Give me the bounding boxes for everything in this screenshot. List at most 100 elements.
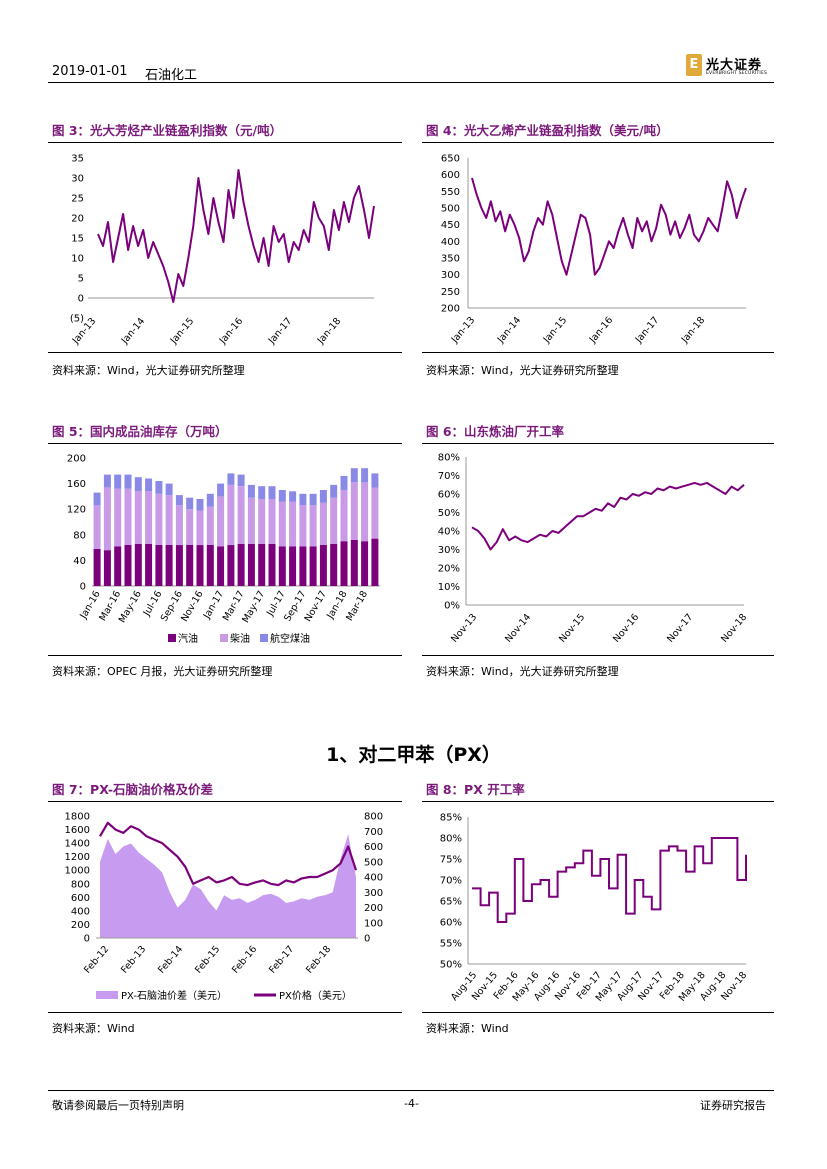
- left-y-axis-tick-label: 1600: [65, 825, 90, 836]
- y-axis-tick-label: 30%: [438, 545, 460, 556]
- right-y-axis-tick-label: 200: [364, 903, 383, 914]
- y-axis-tick-label: 600: [441, 170, 460, 181]
- figure-3-source: 资料来源：Wind，光大证券研究所整理: [52, 364, 245, 377]
- report-type: 证券研究报告: [700, 1099, 766, 1112]
- bar-segment: [268, 499, 276, 544]
- y-axis-tick-label: 10%: [438, 582, 460, 593]
- report-date: 2019-01-01: [52, 64, 128, 79]
- y-axis-tick-label: 160: [67, 479, 86, 490]
- bar-segment: [371, 538, 379, 586]
- y-axis-tick-label: 75%: [440, 855, 462, 866]
- y-axis-tick-label: 80: [73, 530, 86, 541]
- bar-segment: [124, 488, 132, 545]
- bar-segment: [186, 509, 194, 545]
- bar-segment: [289, 491, 297, 502]
- legend-swatch: [220, 634, 228, 642]
- bar-segment: [319, 490, 327, 503]
- bar-segment: [340, 475, 348, 490]
- bar-segment: [319, 545, 327, 586]
- figure-5-title: 图 5：国内成品油库存（万吨）: [52, 424, 228, 439]
- right-y-axis-tick-label: 700: [364, 827, 383, 838]
- chart-px-naphtha-spread: 1800160014001200100080060040020008007006…: [65, 812, 384, 1003]
- bar-segment: [350, 468, 358, 483]
- right-y-axis-tick-label: 100: [364, 918, 383, 929]
- figure-4-rule: [422, 142, 774, 143]
- y-axis-tick-label: 300: [441, 270, 460, 281]
- bar-segment: [371, 473, 379, 488]
- y-axis-tick-label: 10: [71, 254, 84, 265]
- y-axis-tick-label: 120: [67, 505, 86, 516]
- chart-refined-oil-inventory: 20016012080400Jan-16Mar-16May-16Jul-16Se…: [67, 454, 380, 645]
- bar-segment: [155, 481, 163, 494]
- figure-5-rule: [48, 443, 402, 444]
- bar-segment: [309, 505, 317, 547]
- bar-segment: [186, 497, 194, 510]
- x-axis-tick-label: Feb-15: [193, 944, 222, 976]
- bar-segment: [103, 474, 111, 488]
- figure-7-bottom-rule: [48, 1012, 402, 1013]
- legend-swatch: [260, 634, 268, 642]
- y-axis-tick-label: 30: [71, 174, 84, 185]
- bar-segment: [278, 546, 286, 586]
- bar-segment: [309, 546, 317, 586]
- bar-segment: [247, 497, 255, 544]
- x-axis-tick-label: Jan-15: [541, 315, 569, 346]
- y-axis-tick-label: 0: [80, 582, 86, 593]
- figure-8-rule: [422, 801, 774, 802]
- x-axis-tick-label: Feb-13: [119, 944, 148, 976]
- legend-label: 柴油: [230, 632, 250, 645]
- figure-7-title: 图 7：PX-石脑油价格及价差: [52, 782, 214, 797]
- y-axis-tick-label: 15: [71, 234, 84, 245]
- x-axis-tick-label: Jan-15: [168, 316, 196, 347]
- y-axis-tick-label: 250: [441, 287, 460, 298]
- bar-segment: [165, 483, 173, 496]
- right-y-axis-tick-label: 500: [364, 857, 383, 868]
- x-axis-tick-label: Jan-14: [495, 315, 523, 346]
- company-logo: E 光大证券 EVERBRIGHT SECURITIES: [686, 54, 776, 80]
- figure-8-title: 图 8：PX 开工率: [426, 782, 525, 797]
- x-axis-tick-label: Jan-18: [315, 316, 343, 347]
- bar-segment: [289, 546, 297, 586]
- bar-segment: [217, 483, 225, 497]
- profit-index-line: [471, 177, 747, 276]
- bar-segment: [145, 478, 153, 492]
- figure-6-source: 资料来源：Wind，光大证券研究所整理: [426, 665, 619, 678]
- logo-mark-icon: E: [686, 54, 702, 76]
- x-axis-tick-label: Jan-16: [587, 315, 615, 346]
- x-axis-tick-label: Jan-17: [633, 315, 661, 346]
- figure-8-bottom-rule: [422, 1012, 774, 1013]
- y-axis-tick-label: 5: [78, 274, 84, 285]
- figure-8-source: 资料来源：Wind: [426, 1022, 509, 1035]
- bar-segment: [206, 506, 214, 545]
- bar-segment: [268, 543, 276, 586]
- bar-segment: [361, 468, 369, 483]
- y-axis-tick-label: 50%: [440, 960, 462, 971]
- bar-segment: [350, 539, 358, 586]
- figure-5-source: 资料来源：OPEC 月报，光大证券研究所整理: [52, 665, 273, 678]
- bar-segment: [278, 490, 286, 502]
- figure-4-source: 资料来源：Wind，光大证券研究所整理: [426, 364, 619, 377]
- y-axis-tick-label: 80%: [440, 834, 462, 845]
- right-y-axis-tick-label: 800: [364, 812, 383, 823]
- x-axis-tick-label: Feb-16: [230, 944, 259, 976]
- bar-segment: [155, 545, 163, 586]
- y-axis-tick-label: 20: [71, 214, 84, 225]
- left-y-axis-tick-label: 1400: [65, 839, 90, 850]
- bar-segment: [145, 543, 153, 586]
- x-axis-tick-label: Jan-13: [449, 315, 477, 346]
- left-y-axis-tick-label: 200: [71, 920, 90, 931]
- y-axis-tick-label: 200: [441, 304, 460, 315]
- x-axis-tick-label: Feb-14: [156, 944, 185, 976]
- left-y-axis-tick-label: 1800: [65, 812, 90, 823]
- px-price-line: [99, 821, 358, 887]
- bar-segment: [124, 545, 132, 586]
- bar-segment: [134, 491, 142, 544]
- bar-segment: [268, 486, 276, 499]
- bar-segment: [93, 548, 101, 586]
- chart-px-utilization: 85%80%75%70%65%60%55%50%Aug-15Nov-15Feb-…: [440, 813, 750, 1004]
- logo-english: EVERBRIGHT SECURITIES: [706, 71, 768, 76]
- bar-segment: [258, 499, 266, 544]
- bar-segment: [330, 543, 338, 586]
- x-axis-tick-label: Feb-18: [304, 944, 333, 976]
- y-axis-tick-label: 65%: [440, 897, 462, 908]
